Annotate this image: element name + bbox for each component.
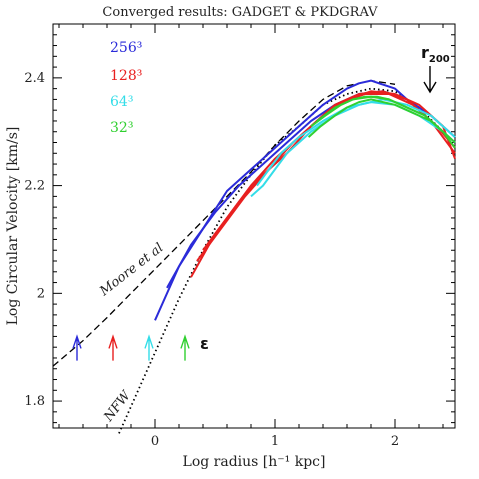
softening-label: ε <box>200 334 209 353</box>
r200-arrow <box>423 66 437 94</box>
moore-curve <box>52 79 396 367</box>
legend-label-256: 256³ <box>110 40 142 56</box>
softening-arrows <box>72 334 190 361</box>
moore-label: Moore et al <box>96 241 166 300</box>
softening-arrow <box>180 334 190 361</box>
x-tick-label: 1 <box>271 434 279 449</box>
series-line <box>154 79 456 321</box>
legend-label-32: 32³ <box>110 120 133 136</box>
r200-label: r200 <box>421 43 450 65</box>
y-tick-label: 1.8 <box>24 394 45 409</box>
legend: 256³ 128³ 64³ 32³ <box>110 40 142 136</box>
series-line <box>316 95 456 149</box>
reference-curves <box>52 79 456 434</box>
axis-ticks: 0 1 2 1.8 2 2.2 2.4 <box>24 24 455 449</box>
chart-title: Converged results: GADGET & PKDGRAV <box>102 5 378 20</box>
legend-label-128: 128³ <box>110 68 142 84</box>
data-series <box>154 79 456 321</box>
y-tick-label: 2 <box>37 286 45 301</box>
series-line <box>166 90 456 289</box>
softening-arrow <box>72 334 82 361</box>
r200-marker: r200 <box>421 43 450 94</box>
x-tick-label: 0 <box>151 434 159 449</box>
softening-arrow <box>108 334 118 361</box>
softening-arrow <box>144 334 154 361</box>
series-line <box>190 90 456 278</box>
nfw-curve <box>118 87 456 434</box>
series-line <box>307 98 456 144</box>
x-axis-label: Log radius [h⁻¹ kpc] <box>183 454 326 470</box>
x-tick-label: 2 <box>391 434 399 449</box>
nfw-label: NFW <box>101 387 135 425</box>
y-tick-label: 2.4 <box>24 71 45 86</box>
plot-frame <box>52 23 456 429</box>
y-axis-label: Log Circular Velocity [km/s] <box>5 127 21 326</box>
y-tick-label: 2.2 <box>24 179 45 194</box>
legend-label-64: 64³ <box>110 94 133 110</box>
